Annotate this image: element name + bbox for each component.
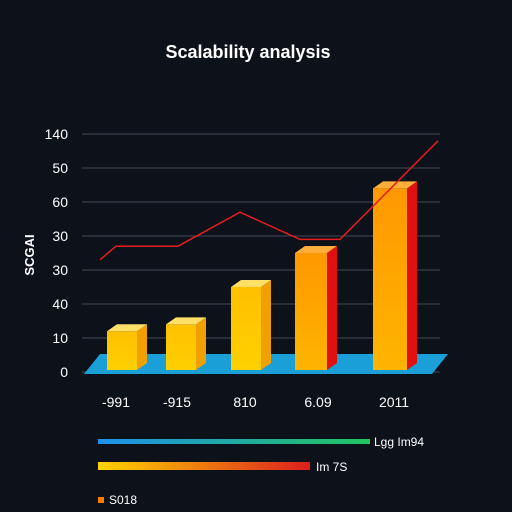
legend-item: S018 [98, 493, 137, 507]
y-tick-labels: 0 10 40 30 30 60 50 140 [45, 126, 69, 380]
bar [295, 246, 337, 370]
y-tick-label: 30 [52, 228, 68, 244]
bar-front [373, 188, 407, 370]
bar-front [295, 253, 327, 370]
legend-swatch [98, 462, 310, 470]
bar-side [261, 280, 271, 370]
chart-title: Scalability analysis [165, 42, 330, 62]
x-tick-label: 6.09 [304, 394, 331, 410]
x-tick-label: -915 [163, 394, 191, 410]
bar-side [196, 317, 206, 370]
legend-label: S018 [109, 493, 137, 507]
bar-side [137, 324, 147, 370]
bar [231, 280, 271, 370]
bars [107, 181, 417, 370]
legend-item: Lgg Im94 [98, 435, 424, 449]
legend: Lgg Im94 Im 7S S018 [98, 435, 424, 507]
bar [166, 317, 206, 370]
y-tick-label: 0 [60, 364, 68, 380]
legend-label: Lgg Im94 [374, 435, 424, 449]
x-tick-label: -991 [102, 394, 130, 410]
bar-side [327, 246, 337, 370]
y-axis-label: SCGAI [22, 234, 37, 275]
y-tick-label: 30 [52, 262, 68, 278]
legend-item: Im 7S [98, 460, 347, 474]
x-tick-label: 810 [233, 394, 257, 410]
legend-swatch [98, 497, 104, 503]
x-tick-labels: -991 -915 810 6.09 2011 [102, 394, 409, 410]
y-tick-label: 60 [52, 194, 68, 210]
x-tick-label: 2011 [379, 394, 409, 410]
bar-side [407, 181, 417, 370]
bar-front [107, 331, 137, 370]
bar-top [166, 317, 206, 325]
y-tick-label: 140 [45, 126, 69, 142]
y-tick-label: 40 [52, 296, 68, 312]
bar [373, 181, 417, 370]
legend-swatch [98, 439, 370, 444]
bar [107, 324, 147, 370]
bar-top [107, 324, 147, 332]
y-tick-label: 10 [52, 330, 68, 346]
bar-front [166, 324, 196, 370]
trend-line [99, 140, 439, 261]
bar-top [295, 246, 337, 253]
bar-top [231, 280, 271, 287]
y-tick-label: 50 [52, 160, 68, 176]
bar-front [231, 287, 261, 370]
legend-label: Im 7S [316, 460, 347, 474]
